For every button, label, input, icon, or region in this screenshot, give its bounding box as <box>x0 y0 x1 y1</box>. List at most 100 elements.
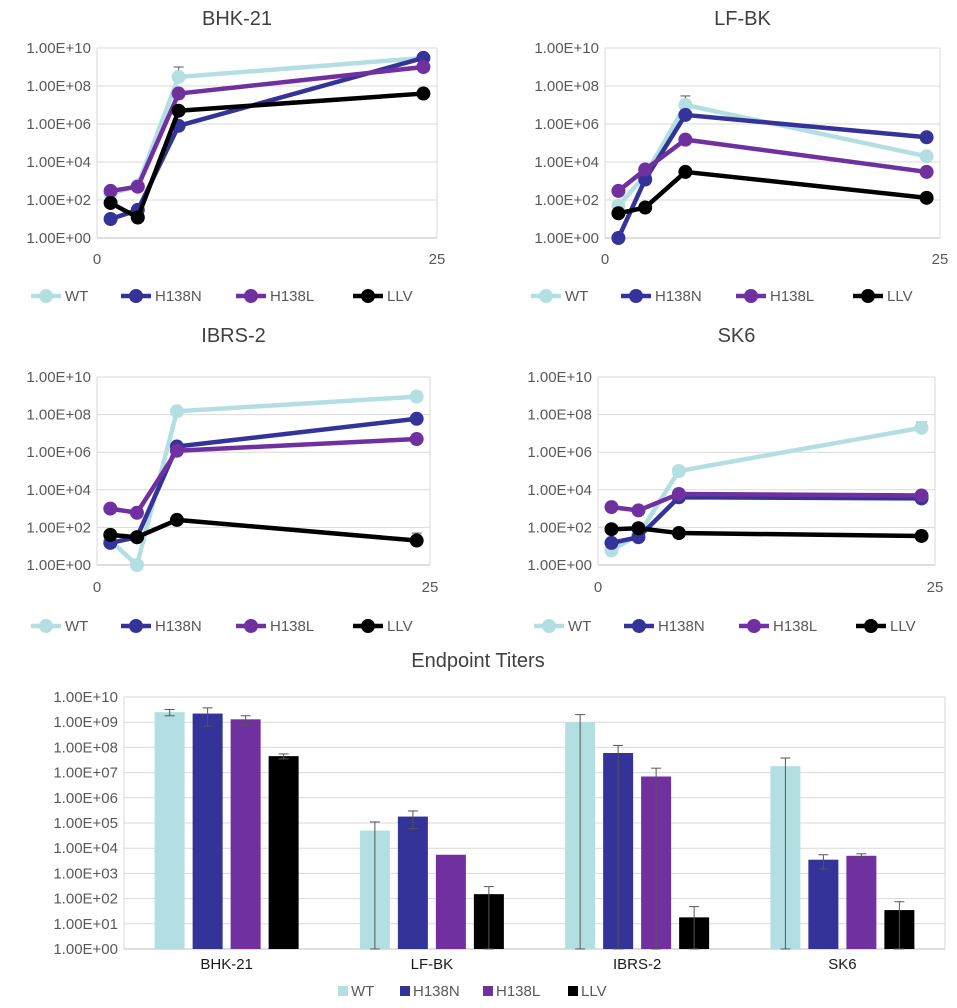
legend-label: LLV <box>387 288 413 305</box>
legend-marker <box>244 289 258 303</box>
category-label: SK6 <box>828 956 856 973</box>
y-tick-label: 1.00E+00 <box>26 230 91 247</box>
data-point <box>631 503 646 518</box>
legend-marker <box>542 619 556 633</box>
data-point <box>103 212 118 226</box>
y-tick-label: 1.00E+08 <box>534 78 599 95</box>
legend-item-h138l: H138L <box>736 288 814 305</box>
data-point <box>129 558 144 572</box>
legend-item-wt: WT <box>31 288 88 305</box>
legend-item-h138l: H138L <box>739 618 817 635</box>
legend-item-llv: LLV <box>856 618 916 635</box>
data-point <box>171 86 186 101</box>
data-point <box>671 526 686 541</box>
data-point <box>678 98 693 112</box>
legend-item-h138l: H138L <box>236 618 314 635</box>
legend-swatch <box>568 986 578 996</box>
bar-chart-endpoint-titers: Endpoint Titers 1.00E+00 1.00E+01 1.00E+02 1… <box>53 650 946 1000</box>
legend-marker <box>629 289 643 303</box>
series-line <box>616 112 927 239</box>
data-point <box>171 103 186 118</box>
data-point <box>678 164 693 179</box>
data-point <box>409 432 424 447</box>
y-tick-label: 1.00E+09 <box>53 714 118 731</box>
data-point <box>671 486 686 501</box>
data-point <box>169 512 184 527</box>
legend-marker <box>129 619 143 633</box>
legend-label: H138N <box>658 618 705 635</box>
legend-marker <box>361 289 375 303</box>
y-tick-label: 1.00E+04 <box>26 482 91 499</box>
y-tick-label: 1.00E+10 <box>26 369 91 386</box>
legend-swatch <box>338 986 348 996</box>
legend-label: LLV <box>890 618 916 635</box>
legend-label: H138N <box>155 288 202 305</box>
category-label: IBRS-2 <box>613 956 661 973</box>
legend-marker <box>129 289 143 303</box>
x-tick-label: 0 <box>594 579 602 596</box>
data-point <box>129 505 144 520</box>
data-point <box>611 231 626 245</box>
series-line <box>611 526 922 539</box>
legend-label: WT <box>65 618 88 635</box>
series-h138l <box>103 60 431 198</box>
data-point <box>678 107 693 122</box>
y-tick-label: 1.00E+04 <box>527 482 592 499</box>
series-h138n <box>611 107 934 245</box>
legend-label: LLV <box>887 288 913 305</box>
data-point <box>604 522 619 537</box>
series-llv <box>103 86 431 225</box>
legend-marker <box>864 619 878 633</box>
legend-label: H138L <box>270 288 314 305</box>
data-point <box>914 488 929 503</box>
line-chart-3: SK6 1.00E+00 1.00E+02 1.00E+04 1.00E+06 1.00E… <box>527 325 943 635</box>
series-line <box>616 102 928 208</box>
series-line <box>616 137 927 193</box>
legend-label: H138N <box>155 618 202 635</box>
x-tick-label: 25 <box>932 251 949 268</box>
data-point <box>416 86 431 101</box>
data-point <box>604 500 619 515</box>
data-point <box>914 528 929 543</box>
y-tick-label: 1.00E+06 <box>53 790 118 807</box>
legend-item-wt: WT <box>338 983 374 1000</box>
y-tick-label: 1.00E+06 <box>26 444 91 461</box>
data-point <box>638 172 653 187</box>
legend-item-llv: LLV <box>353 618 413 635</box>
data-point <box>671 464 686 478</box>
data-point <box>130 179 145 194</box>
data-point <box>103 527 118 542</box>
series-h138l <box>604 486 929 518</box>
legend-item-llv: LLV <box>853 288 913 305</box>
bar-llv <box>268 756 299 949</box>
category-label: BHK-21 <box>200 956 253 973</box>
data-point <box>919 164 934 179</box>
legend-item-llv: LLV <box>568 983 607 1000</box>
legend-label: LLV <box>387 618 413 635</box>
legend-label: WT <box>65 288 88 305</box>
line-chart-0: BHK-21 1.00E+00 1.00E+02 1.00E+04 1.00E+06 1.… <box>26 8 445 305</box>
line-chart-2: IBRS-2 1.00E+00 1.00E+02 1.00E+04 1.00E+06 1.… <box>26 325 438 635</box>
bar-h138l <box>230 719 261 949</box>
legend-label: H138N <box>655 288 702 305</box>
legend-label: WT <box>565 288 588 305</box>
legend-item-wt: WT <box>531 288 588 305</box>
data-point <box>604 535 619 550</box>
chart-title: LF-BK <box>714 8 771 30</box>
x-tick-label: 0 <box>601 251 609 268</box>
data-point <box>171 69 186 84</box>
y-tick-label: 1.00E+08 <box>26 407 91 424</box>
y-tick-label: 1.00E+04 <box>53 840 118 857</box>
line-chart-1: LF-BK 1.00E+00 1.00E+02 1.00E+04 1.00E+06 1.0… <box>531 8 948 305</box>
legend-item-wt: WT <box>534 618 591 635</box>
y-tick-label: 1.00E+00 <box>53 941 118 958</box>
data-point <box>103 501 118 516</box>
series-line <box>110 517 417 543</box>
series-line <box>611 495 922 546</box>
legend-marker <box>244 619 258 633</box>
y-tick-label: 1.00E+06 <box>527 444 592 461</box>
y-tick-label: 1.00E+02 <box>53 891 118 908</box>
data-point <box>638 162 653 177</box>
y-tick-label: 1.00E+08 <box>527 407 592 424</box>
legend-marker <box>39 619 53 633</box>
